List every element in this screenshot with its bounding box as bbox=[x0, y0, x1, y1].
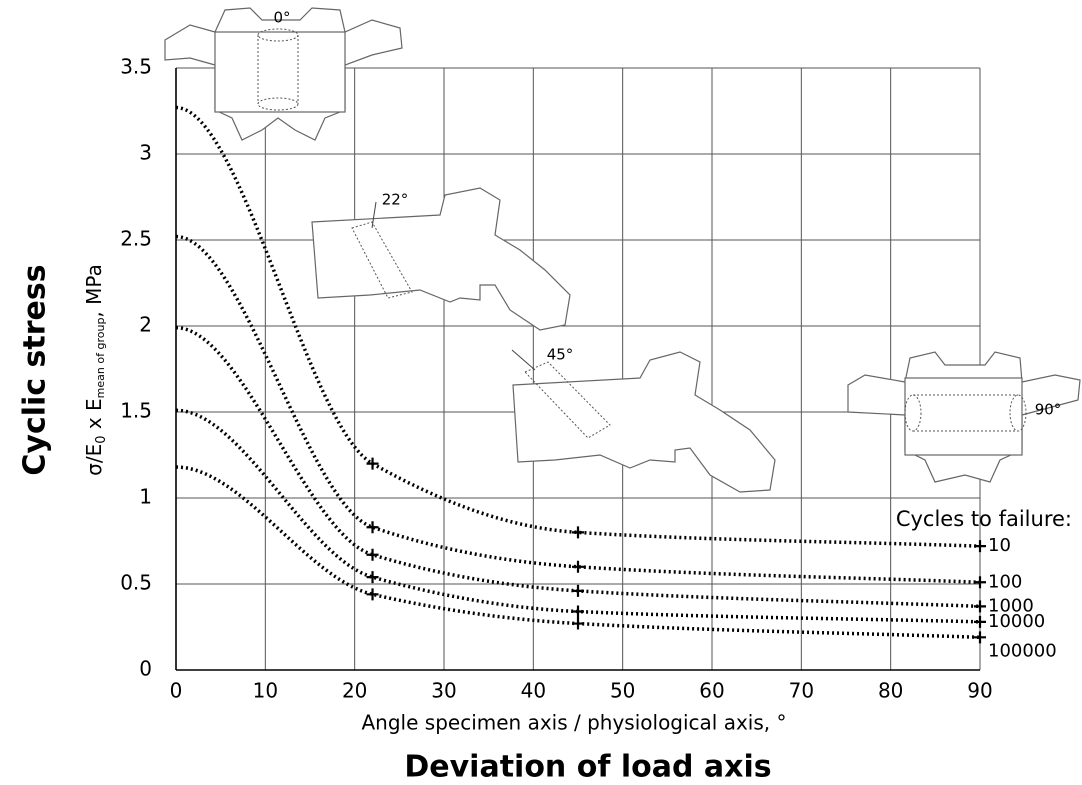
y-label-sub: 0 bbox=[94, 435, 109, 443]
x-tick-label: 60 bbox=[699, 679, 724, 703]
point-marker bbox=[572, 617, 584, 630]
x-tick-label: 90 bbox=[967, 679, 992, 703]
x-axis-label: Angle specimen axis / physiological axis… bbox=[362, 711, 787, 735]
y-label-part: , MPa bbox=[82, 264, 106, 317]
point-marker bbox=[366, 588, 379, 601]
point-marker bbox=[572, 560, 584, 573]
series-label: 10000 bbox=[988, 611, 1045, 632]
y-tick-label: 3 bbox=[139, 141, 152, 165]
point-marker bbox=[974, 540, 986, 553]
point-marker bbox=[974, 631, 986, 644]
point-marker bbox=[366, 521, 379, 534]
y-label-sub: mean of group bbox=[94, 318, 107, 399]
series-line bbox=[175, 234, 981, 585]
point-marker bbox=[572, 584, 584, 597]
series-label: 100000 bbox=[988, 640, 1057, 661]
y-tick-label: 0 bbox=[139, 657, 152, 681]
point-marker bbox=[572, 605, 584, 618]
inset-label: 0° bbox=[273, 9, 290, 27]
series-label: 10 bbox=[988, 535, 1011, 556]
x-axis-title: Deviation of load axis bbox=[404, 750, 771, 785]
y-tick-label: 1 bbox=[139, 485, 152, 509]
y-tick-label: 2.5 bbox=[120, 227, 152, 251]
point-marker bbox=[974, 600, 986, 613]
y-label-part: x E bbox=[82, 398, 106, 435]
point-marker bbox=[366, 548, 379, 561]
x-tick-label: 50 bbox=[610, 679, 635, 703]
series-label: 100 bbox=[988, 571, 1022, 592]
x-tick-label: 20 bbox=[342, 679, 367, 703]
y-tick-label: 3.5 bbox=[120, 55, 152, 79]
x-tick-label: 70 bbox=[789, 679, 814, 703]
inset-label: 22° bbox=[382, 191, 409, 209]
inset-label: 45° bbox=[547, 346, 574, 364]
y-tick-label: 0.5 bbox=[120, 571, 152, 595]
inset-90: 90° bbox=[847, 351, 1081, 483]
inset-label: 90° bbox=[1035, 401, 1062, 419]
series-label: 1000 bbox=[988, 595, 1034, 616]
point-marker bbox=[572, 526, 584, 539]
x-tick-label: 80 bbox=[878, 679, 903, 703]
y-tick-label: 1.5 bbox=[120, 399, 152, 423]
legend-title: Cycles to failure: bbox=[896, 507, 1072, 531]
inset-0: 0° bbox=[164, 7, 403, 141]
series-line bbox=[175, 105, 981, 548]
point-marker bbox=[366, 571, 379, 584]
x-tick-label: 10 bbox=[253, 679, 278, 703]
series-line bbox=[175, 465, 981, 640]
y-axis-label: σ/E0 x Emean of group, MPa bbox=[82, 264, 109, 476]
series-line bbox=[175, 408, 981, 624]
x-tick-label: 0 bbox=[170, 679, 183, 703]
y-axis-title: Cyclic stress bbox=[18, 264, 53, 475]
insets: 0° 22° 45° 90° bbox=[164, 7, 1081, 493]
point-marker bbox=[974, 615, 986, 628]
x-tick-label: 40 bbox=[521, 679, 546, 703]
y-tick-label: 2 bbox=[139, 313, 152, 337]
plot: 0 10 20 30 40 50 60 70 80 90 0 0.5 1 1.5 2 2.5 3 3.5 10 100… bbox=[120, 55, 1057, 703]
point-marker bbox=[974, 576, 986, 589]
point-marker bbox=[366, 457, 379, 470]
inset-45: 45° bbox=[511, 346, 776, 493]
inset-22: 22° bbox=[311, 187, 571, 331]
series-line bbox=[175, 325, 981, 609]
x-tick-label: 30 bbox=[431, 679, 456, 703]
y-label-part: σ/E bbox=[82, 444, 106, 476]
